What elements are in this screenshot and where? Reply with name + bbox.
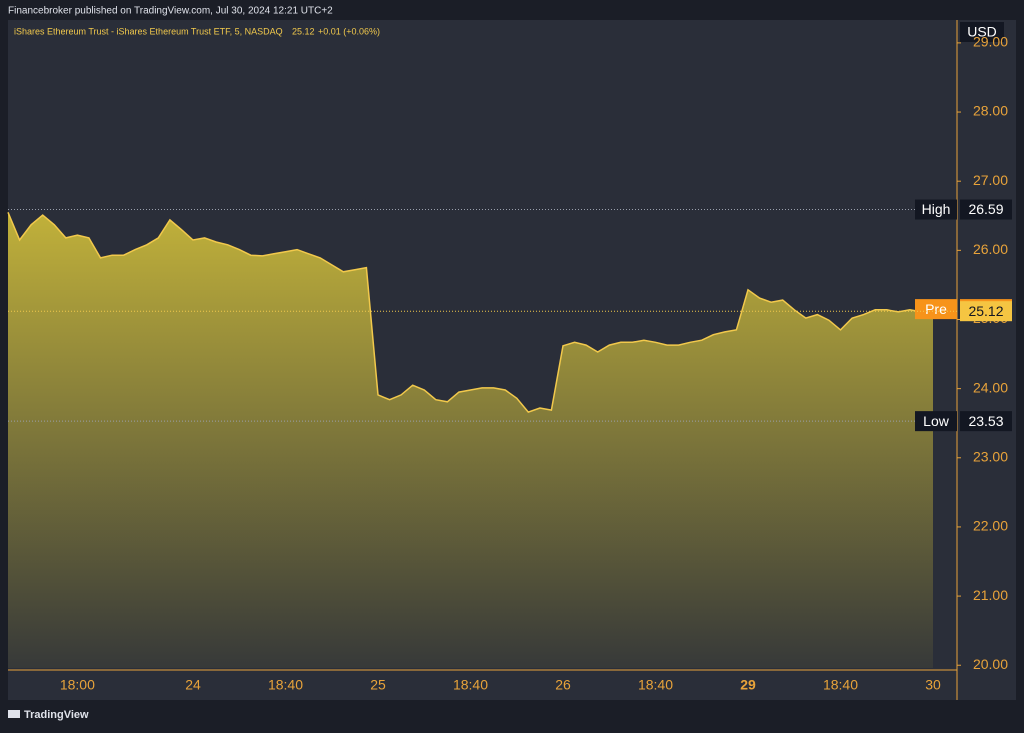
symbol: iShares Ethereum Trust - iShares Ethereu… — [14, 26, 283, 36]
y-tick-label: 27.00 — [973, 172, 1008, 188]
y-tick-label: 20.00 — [973, 656, 1008, 672]
y-tick-label: 26.00 — [973, 241, 1008, 257]
x-tick-label: 29 — [740, 677, 756, 693]
area-fill — [8, 212, 933, 669]
marker-value: 23.53 — [968, 413, 1003, 429]
x-tick-label: 18:40 — [823, 677, 858, 693]
y-tick-label: 21.00 — [973, 587, 1008, 603]
currency: USD — [967, 24, 997, 40]
marker-label: High — [922, 201, 951, 217]
x-tick-label: 30 — [925, 677, 941, 693]
x-tick-label: 24 — [185, 677, 201, 693]
marker-label: Pre — [925, 301, 947, 317]
last-price: 25.12 — [292, 26, 315, 36]
y-tick-label: 28.00 — [973, 103, 1008, 119]
marker-label-box — [915, 299, 957, 320]
marker-value-box — [960, 411, 1012, 432]
y-tick-label: 24.00 — [973, 379, 1008, 395]
currency-box — [960, 22, 1004, 42]
price-line — [7, 212, 934, 413]
y-tick-label: 29.00 — [973, 34, 1008, 50]
footer-logo — [8, 710, 20, 718]
marker-label-box — [915, 411, 957, 432]
brand: TradingView — [24, 709, 89, 721]
published-note: Financebroker published on TradingView.c… — [8, 6, 333, 17]
y-tick-label: 23.00 — [973, 448, 1008, 464]
last-value: 25.12 — [968, 303, 1003, 319]
y-tick-label: 22.00 — [973, 518, 1008, 534]
plot — [7, 212, 934, 669]
marker-value: 26.59 — [968, 201, 1003, 217]
marker-label: Low — [923, 413, 950, 429]
marker-label-box — [915, 199, 957, 220]
x-tick-label: 25 — [370, 677, 386, 693]
last-value-box — [960, 301, 1012, 322]
x-tick-label: 26 — [555, 677, 571, 693]
x-tick-label: 18:40 — [638, 677, 673, 693]
x-tick-label: 18:40 — [268, 677, 303, 693]
x-tick-label: 18:40 — [453, 677, 488, 693]
x-tick-label: 18:00 — [60, 677, 95, 693]
change: +0.01 (+0.06%) — [318, 26, 380, 36]
marker-value-box — [960, 199, 1012, 220]
